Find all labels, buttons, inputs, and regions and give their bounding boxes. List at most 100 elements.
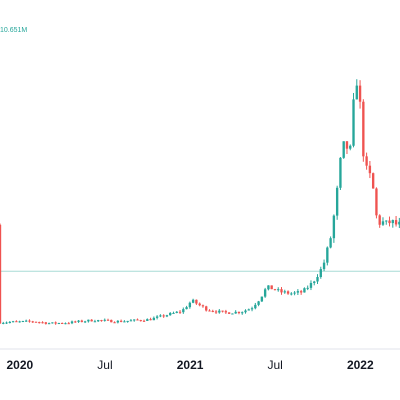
candle bbox=[0, 223, 2, 324]
candle-body bbox=[67, 323, 70, 325]
candle bbox=[214, 310, 218, 315]
candle bbox=[113, 321, 116, 324]
candle bbox=[211, 309, 214, 313]
candle bbox=[391, 219, 394, 228]
candle bbox=[178, 310, 182, 314]
candle-body bbox=[205, 306, 208, 311]
candle-body bbox=[77, 320, 80, 322]
candle-body bbox=[155, 316, 159, 318]
candle bbox=[227, 312, 231, 315]
candle-body bbox=[21, 320, 25, 322]
candle-body bbox=[257, 301, 260, 305]
candle bbox=[152, 316, 156, 321]
candle-body bbox=[388, 220, 391, 224]
candle bbox=[365, 152, 368, 170]
candle-body bbox=[198, 303, 201, 306]
candle bbox=[244, 309, 247, 314]
candle-body bbox=[149, 319, 152, 321]
candle-body bbox=[185, 307, 188, 310]
candle-body bbox=[244, 310, 247, 313]
candle bbox=[142, 319, 146, 323]
candle-body bbox=[110, 319, 113, 323]
candle bbox=[270, 285, 273, 290]
volume-label: 10.651M bbox=[0, 27, 27, 34]
candle-body bbox=[175, 311, 178, 313]
candle-body bbox=[352, 99, 355, 146]
candle-body bbox=[339, 157, 342, 188]
candle bbox=[97, 319, 100, 322]
candle-body bbox=[381, 221, 385, 225]
candle bbox=[74, 320, 77, 323]
candle-body bbox=[378, 215, 381, 225]
candle-body bbox=[169, 312, 172, 316]
candle-body bbox=[267, 285, 270, 290]
candle-body bbox=[326, 247, 329, 263]
candle-body bbox=[375, 188, 378, 216]
candle-body bbox=[70, 321, 74, 324]
candle bbox=[119, 319, 123, 323]
candle-body bbox=[241, 312, 244, 314]
candle-body bbox=[182, 309, 185, 313]
candle bbox=[126, 320, 129, 323]
candle bbox=[273, 288, 277, 291]
candle bbox=[87, 319, 90, 323]
candle-body bbox=[296, 291, 300, 293]
candle bbox=[25, 319, 28, 322]
candle bbox=[198, 302, 201, 307]
candle-body bbox=[5, 322, 8, 324]
candle-body bbox=[34, 321, 38, 323]
candle-body bbox=[83, 321, 87, 323]
candle-body bbox=[358, 85, 362, 102]
candle-body bbox=[247, 309, 250, 311]
candle bbox=[21, 320, 25, 323]
candle-body bbox=[123, 321, 126, 323]
candle bbox=[51, 322, 54, 324]
candle-body bbox=[371, 173, 375, 189]
candle bbox=[129, 318, 133, 322]
candle-body bbox=[188, 302, 192, 308]
candle bbox=[241, 311, 244, 315]
candle-body bbox=[152, 317, 156, 321]
candle bbox=[286, 290, 290, 295]
candle bbox=[342, 141, 345, 159]
candle-body bbox=[106, 319, 110, 321]
candle bbox=[237, 311, 241, 315]
x-tick-label: 2021 bbox=[177, 358, 204, 372]
candle-body bbox=[214, 311, 218, 313]
candle bbox=[398, 217, 400, 229]
candle-body bbox=[263, 289, 267, 297]
candle-body bbox=[139, 320, 142, 322]
candle bbox=[5, 321, 8, 324]
candle bbox=[77, 320, 80, 323]
candle bbox=[100, 319, 103, 322]
candle bbox=[332, 214, 336, 243]
candle bbox=[28, 319, 31, 323]
candle-body bbox=[74, 321, 77, 323]
candle bbox=[54, 321, 57, 325]
candle bbox=[185, 305, 188, 310]
candle-body bbox=[208, 310, 211, 312]
candle bbox=[57, 322, 61, 325]
candle bbox=[182, 307, 185, 314]
candle bbox=[355, 79, 358, 100]
candle bbox=[277, 287, 280, 292]
candle-body bbox=[191, 299, 195, 303]
candle-body bbox=[329, 238, 332, 248]
candle-body bbox=[254, 304, 257, 309]
candle-body bbox=[54, 322, 57, 324]
candle-body bbox=[290, 293, 293, 295]
candle-body bbox=[313, 281, 316, 283]
candle bbox=[169, 312, 172, 316]
candle bbox=[149, 317, 152, 321]
candle-body bbox=[44, 322, 48, 324]
candle bbox=[188, 301, 192, 309]
candle bbox=[257, 300, 260, 307]
candle-body bbox=[159, 315, 162, 317]
candle bbox=[31, 320, 34, 323]
candle bbox=[329, 236, 332, 249]
candle bbox=[221, 310, 224, 313]
candle-body bbox=[201, 305, 205, 307]
candle bbox=[316, 274, 319, 285]
